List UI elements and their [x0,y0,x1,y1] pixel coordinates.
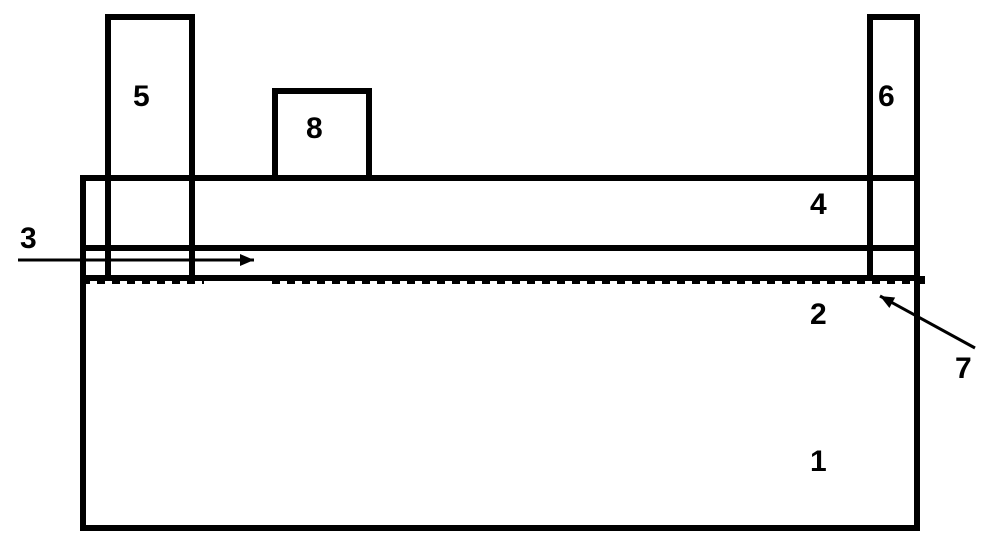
label-dotted-7: 7 [955,352,972,386]
diagram-stage: 1 2 3 4 5 6 8 7 [0,0,1000,558]
leader-arrow-7 [0,0,1000,558]
